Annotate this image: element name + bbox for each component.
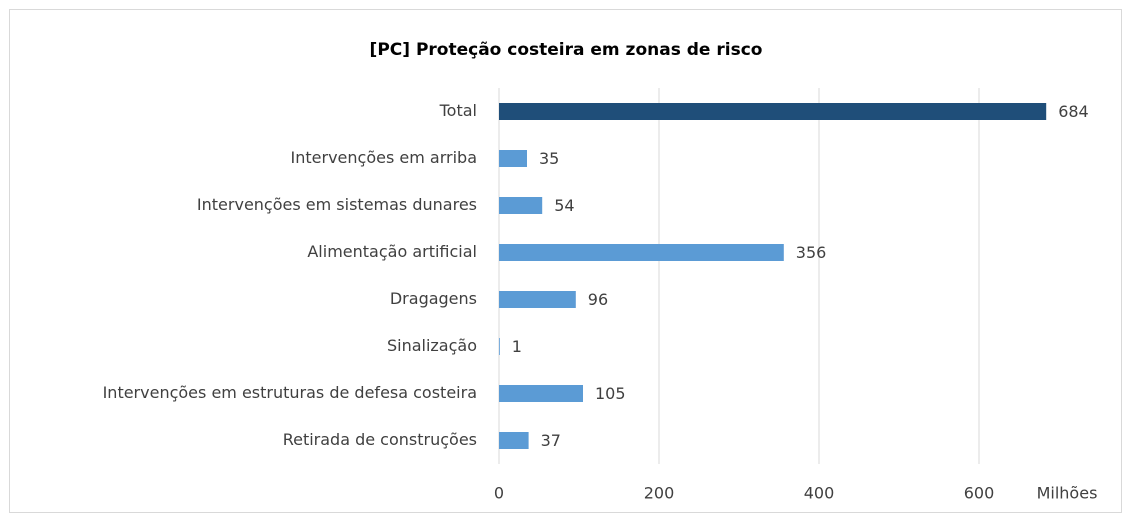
bar xyxy=(499,432,529,449)
data-label: 356 xyxy=(796,243,827,262)
data-label: 54 xyxy=(554,196,574,215)
y-tick-label: Sinalização xyxy=(387,336,477,355)
bar xyxy=(499,197,543,214)
y-tick-label: Total xyxy=(439,101,477,120)
data-label: 684 xyxy=(1058,102,1089,121)
chart-title: [PC] Proteção costeira em zonas de risco xyxy=(370,40,763,60)
bar xyxy=(499,338,500,355)
y-tick-label: Retirada de construções xyxy=(283,430,477,449)
bar xyxy=(499,103,1047,120)
y-tick-label: Intervenções em arriba xyxy=(291,148,477,167)
data-label: 1 xyxy=(512,337,522,356)
x-tick-label: 400 xyxy=(804,484,835,503)
x-axis-unit: Milhões xyxy=(1037,484,1098,503)
data-label: 105 xyxy=(595,384,626,403)
y-tick-label: Intervenções em sistemas dunares xyxy=(197,195,477,214)
x-tick-label: 200 xyxy=(644,484,675,503)
x-tick-label: 600 xyxy=(964,484,995,503)
y-tick-label: Intervenções em estruturas de defesa cos… xyxy=(103,383,477,402)
y-tick-label: Alimentação artificial xyxy=(307,242,477,261)
data-label: 96 xyxy=(588,290,608,309)
data-label: 35 xyxy=(539,149,559,168)
y-tick-label: Dragagens xyxy=(390,289,477,308)
data-label: 37 xyxy=(541,431,561,450)
bar xyxy=(499,150,527,167)
bar xyxy=(499,385,583,402)
bar xyxy=(499,244,784,261)
x-tick-label: 0 xyxy=(494,484,504,503)
bar xyxy=(499,291,576,308)
